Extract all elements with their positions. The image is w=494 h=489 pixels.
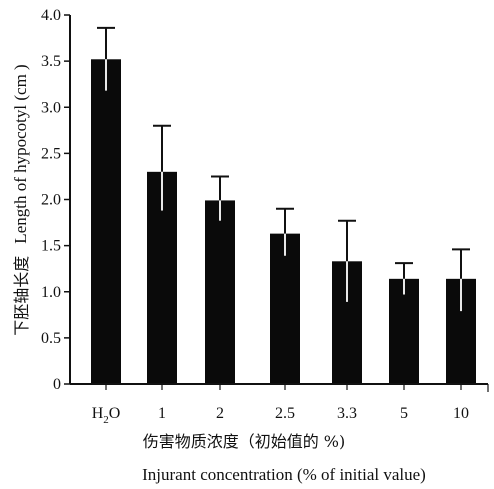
x-tick-label: 5: [400, 405, 408, 422]
x-tick-label: 2.5: [275, 405, 295, 422]
y-tick-label: 0: [53, 376, 61, 393]
y-tick-label: 0.5: [41, 330, 61, 347]
y-tick-label: 2.0: [41, 192, 61, 209]
svg-text:下胚轴长度 Length of hypocoty: 下胚轴长度 Length of hypocotyl (cm ): [11, 64, 31, 335]
x-tick-label: 10: [453, 405, 469, 422]
x-tick-label: H2O: [92, 405, 121, 426]
x-axis-title-cn: 伤害物质浓度（初始值的 %): [143, 432, 346, 451]
bars-group: [91, 59, 476, 384]
x-ticks-group: H2O 1 2 2.5 3.3 5 10: [92, 384, 469, 426]
x-tick-label: 1: [158, 405, 166, 422]
bar: [389, 278, 419, 384]
y-tick-label: 4.0: [41, 7, 61, 24]
bar: [91, 59, 121, 384]
x-tick-label: 3.3: [337, 405, 357, 422]
bar: [205, 200, 235, 384]
y-tick-label: 2.5: [41, 145, 61, 162]
y-tick-label: 3.5: [41, 53, 61, 70]
x-axis-title-en: Injurant concentration (% of initial val…: [142, 465, 426, 484]
y-tick-label: 3.0: [41, 99, 61, 116]
y-axis-title-group: 下胚轴长度 Length of hypocotyl (cm ): [11, 64, 31, 335]
x-tick-label: 2: [216, 405, 224, 422]
error-bars-group: [97, 26, 470, 312]
y-tick-label: 1.0: [41, 284, 61, 301]
y-tick-label: 1.5: [41, 238, 61, 255]
bar: [270, 233, 300, 384]
y-ticks-group: 0 0.5 1.0 1.5 2.0 2.5 3.0 3.5 4.0: [41, 7, 70, 393]
y-axis-title-cn: 下胚轴长度: [12, 256, 31, 336]
y-axis-title-en: Length of hypocotyl (cm ): [11, 64, 30, 243]
